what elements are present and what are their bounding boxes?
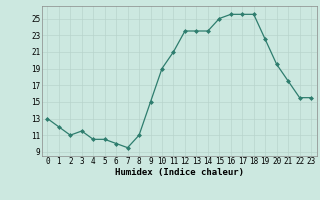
X-axis label: Humidex (Indice chaleur): Humidex (Indice chaleur) [115,168,244,177]
